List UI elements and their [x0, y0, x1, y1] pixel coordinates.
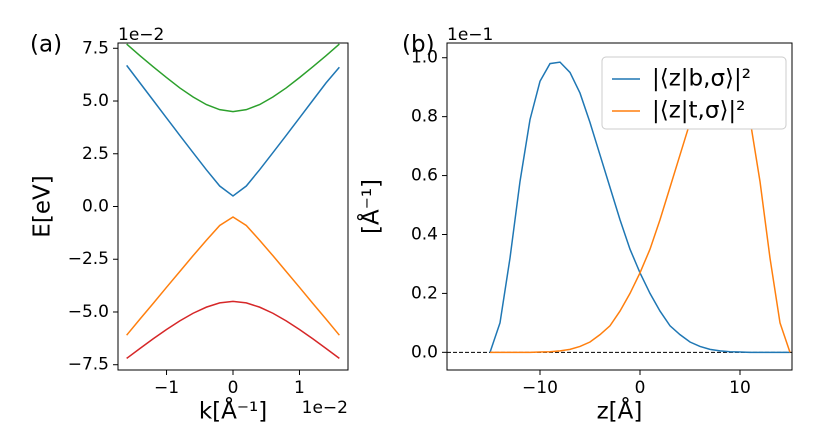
y-tick-label: −7.5	[68, 355, 109, 375]
x-tick-label: 1	[294, 378, 305, 398]
plot-frame	[117, 42, 349, 371]
series-line	[126, 216, 340, 336]
y-tick-label: 0.0	[82, 197, 109, 217]
y-tick-label: 0.6	[411, 166, 438, 186]
legend-label: |⟨z|b,σ⟩|²	[652, 66, 751, 92]
x-tick-label: −10	[522, 378, 558, 398]
x-tick-label: 0	[228, 378, 239, 398]
panel-label: (a)	[30, 32, 62, 58]
y-axis-label: E[eV]	[30, 175, 56, 237]
legend-box	[601, 56, 787, 130]
y-tick-label: 7.5	[82, 38, 109, 58]
plot-frame	[446, 42, 793, 371]
series-line	[126, 43, 340, 113]
x-tick-label: 10	[729, 378, 751, 398]
panel-label: (b)	[402, 32, 435, 58]
y-tick-label: 1.0	[411, 48, 438, 68]
legend-label: |⟨z|t,σ⟩|²	[652, 98, 745, 124]
y-tick-label: 5.0	[82, 91, 109, 111]
y-tick-label: 0.2	[411, 283, 438, 303]
series-line	[126, 300, 340, 359]
x-axis-label: k[Å⁻¹]	[199, 397, 267, 425]
y-axis-label: [Å⁻¹]	[357, 179, 385, 234]
y-tick-label: 0.4	[411, 224, 438, 244]
y-tick-label: 0.0	[411, 342, 438, 362]
x-tick-label: 0	[635, 378, 646, 398]
y-offset-label: 1e−1	[447, 25, 493, 45]
y-tick-label: −5.0	[68, 302, 109, 322]
series-line	[126, 64, 340, 197]
y-offset-label: 1e−2	[118, 25, 164, 45]
y-tick-label: 0.8	[411, 107, 438, 127]
x-axis-label: z[Å]	[597, 397, 643, 425]
y-tick-label: −2.5	[68, 249, 109, 269]
x-tick-label: −1	[154, 378, 179, 398]
x-offset-label: 1e−2	[302, 398, 348, 418]
y-tick-label: 2.5	[82, 144, 109, 164]
